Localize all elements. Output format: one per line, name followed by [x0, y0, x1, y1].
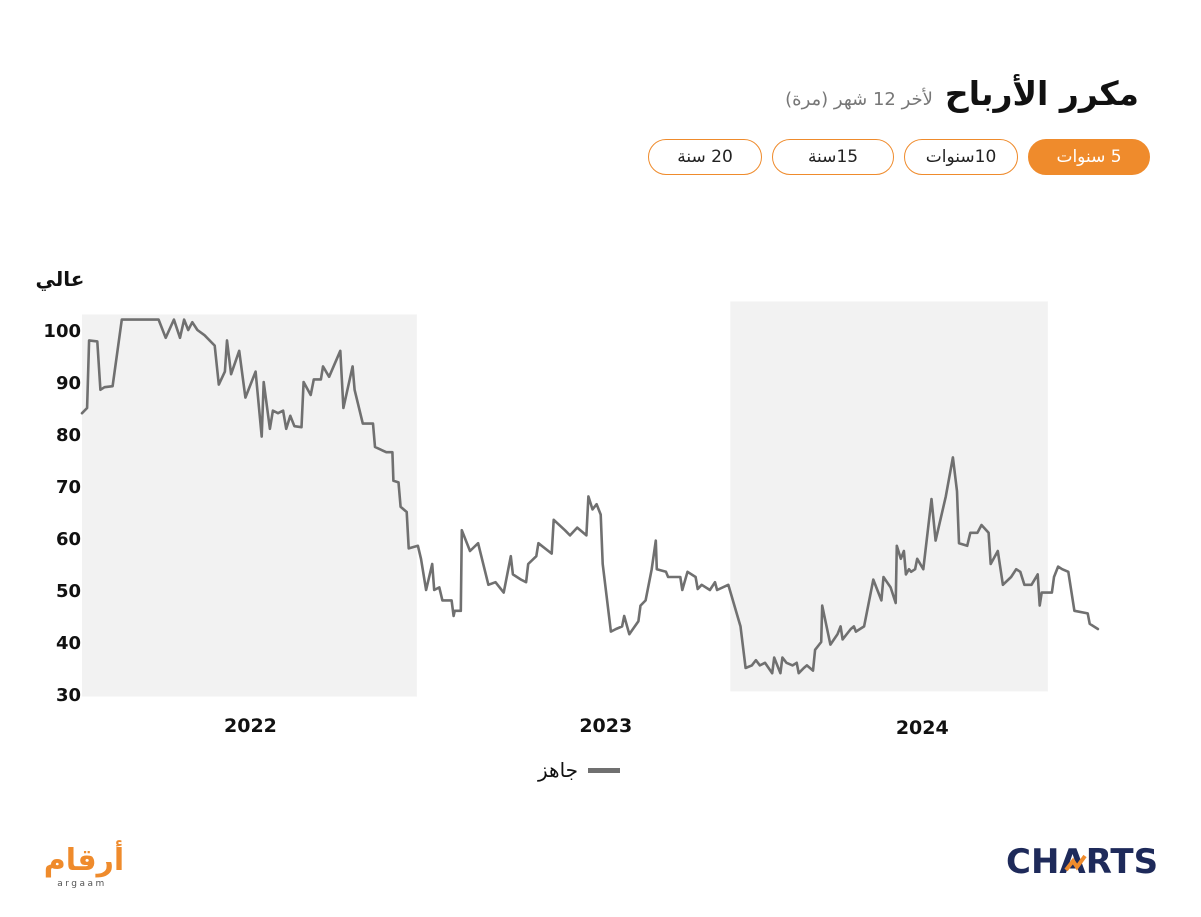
chart-header: مكرر الأرباح لأخر 12 شهر (مرة): [785, 74, 1139, 113]
range-15-years-button[interactable]: 15سنة: [772, 139, 894, 175]
range-20-years-button[interactable]: 20 سنة: [648, 139, 762, 175]
range-10-years-button[interactable]: 10سنوات: [904, 139, 1018, 175]
legend-line-swatch: [588, 767, 621, 773]
legend-label: جاهز: [538, 758, 579, 782]
y-tick-label-40: 40: [56, 633, 81, 654]
charts-logo-accent-icon: [1064, 854, 1087, 872]
chart-legend: جاهز: [538, 758, 621, 782]
y-tick-label-80: 80: [56, 425, 81, 446]
y-tick-label-30: 30: [56, 685, 81, 706]
x-year-label-2024: 2024: [896, 717, 949, 739]
chart-subtitle: لأخر 12 شهر (مرة): [785, 89, 933, 110]
year-band-1: [730, 301, 1048, 692]
y-tick-label-60: 60: [56, 529, 81, 550]
argaam-logo-arabic: أرقام: [44, 840, 124, 878]
argaam-logo: أرقام argaam: [44, 840, 124, 889]
y-tick-label-100: 100: [43, 321, 81, 342]
series-line-0: [80, 318, 1100, 675]
y-axis-title: عالي: [36, 267, 85, 292]
y-tick-label-90: 90: [56, 373, 81, 394]
x-year-label-2023: 2023: [579, 715, 632, 737]
chart-title: مكرر الأرباح: [944, 74, 1139, 113]
y-tick-label-70: 70: [56, 477, 81, 498]
range-5-years-button[interactable]: 5 سنوات: [1028, 139, 1150, 175]
argaam-logo-latin: argaam: [57, 879, 107, 889]
x-year-label-2022: 2022: [224, 715, 277, 737]
time-range-selector: 5 سنوات 10سنوات 15سنة 20 سنة: [648, 139, 1150, 175]
charts-logo: CHARTS: [1006, 842, 1158, 880]
y-tick-label-50: 50: [56, 581, 81, 602]
year-band-0: [82, 314, 417, 697]
